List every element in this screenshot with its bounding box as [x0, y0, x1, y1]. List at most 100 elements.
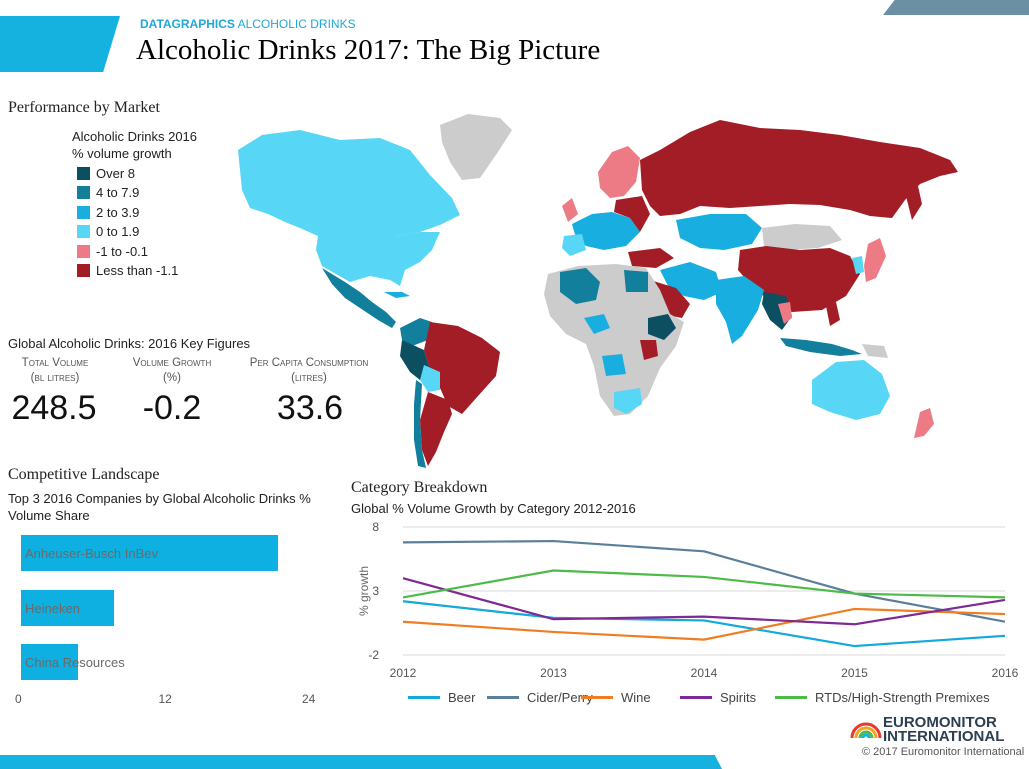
map-kazakhstan — [676, 214, 762, 250]
map-mexico — [322, 268, 396, 328]
line-legend-item: Cider/Perry — [487, 690, 593, 705]
map-bolivia — [420, 365, 440, 392]
map-legend-title-line1: Alcoholic Drinks 2016 — [72, 129, 198, 144]
line-chart-x-tick: 2013 — [540, 666, 567, 680]
company-bar — [21, 535, 279, 571]
competitive-title: Competitive Landscape — [8, 466, 160, 483]
header-supertitle: DATAGRAPHICS ALCOHOLIC DRINKS — [140, 17, 356, 31]
line-chart-y-tick: 8 — [372, 520, 379, 534]
map-kamchatka — [906, 186, 922, 220]
map-legend-label: Over 8 — [96, 165, 136, 181]
map-new-zealand — [914, 408, 934, 438]
map-japan — [864, 238, 886, 282]
map-turkey — [628, 248, 674, 268]
competitive-subtitle: Top 3 2016 Companies by Global Alcoholic… — [8, 491, 311, 523]
line-legend-swatch — [581, 696, 613, 699]
company-bar — [21, 590, 115, 626]
kf-per-capita-label: Per Capita Consumption (litres) — [238, 356, 380, 386]
map-egypt — [624, 270, 648, 292]
bar-axis-tick-label: 24 — [302, 692, 316, 706]
map-section-title: Performance by Market — [8, 99, 160, 116]
map-legend-title-line2: % volume growth — [72, 146, 172, 161]
line-legend-label: Cider/Perry — [527, 690, 593, 705]
map-legend-item: Over 8 — [77, 165, 136, 181]
line-legend-swatch — [680, 696, 712, 699]
map-peru — [400, 340, 430, 380]
line-legend-label: Spirits — [720, 690, 757, 705]
map-png — [862, 344, 888, 358]
line-legend-item: Wine — [581, 690, 651, 705]
map-legend-swatch — [77, 186, 90, 199]
logo-line2: INTERNATIONAL — [883, 728, 1005, 745]
line-chart-y-tick: 3 — [372, 584, 379, 598]
line-series-spirits — [402, 577, 1006, 626]
line-series-cider-perry — [402, 539, 1006, 623]
map-canada — [238, 130, 460, 236]
map-legend-item: 2 to 3.9 — [77, 204, 140, 220]
map-legend-swatch — [77, 166, 90, 180]
copyright: © 2017 Euromonitor International — [862, 746, 1025, 758]
line-legend-label: RTDs/High-Strength Premixes — [815, 690, 990, 705]
kf-volume-growth-value: -0.2 — [142, 389, 202, 427]
category-title: Category Breakdown — [351, 479, 488, 496]
map-north-africa-west — [560, 268, 600, 304]
map-india — [716, 276, 764, 344]
line-legend-label: Wine — [621, 690, 651, 705]
map-legend-title: Alcoholic Drinks 2016 % volume growth — [72, 128, 197, 162]
kf-per-capita-value: 33.6 — [276, 389, 344, 427]
map-colombia — [400, 318, 432, 346]
line-series-wine — [402, 607, 1006, 641]
category-line-chart: -2 3 8 % growth 2012 2013 2014 2015 2016 — [357, 520, 1019, 680]
bar-axis-tick-label: 12 — [158, 692, 172, 706]
map-legend-item: Less than -1.1 — [77, 263, 179, 278]
page-title: Alcoholic Drinks 2017: The Big Picture — [136, 34, 601, 66]
category-subtitle: Global % Volume Growth by Category 2012-… — [351, 501, 636, 516]
world-map — [238, 114, 958, 468]
company-bar-label: Anheuser-Busch InBev — [25, 546, 158, 561]
map-legend-swatch — [77, 244, 90, 258]
map-western-europe — [572, 212, 640, 250]
map-korea — [852, 256, 864, 274]
kf-volume-growth-label-line2: (%) — [163, 372, 181, 384]
map-argentina — [420, 392, 452, 466]
map-scandinavia — [598, 146, 640, 198]
map-legend-label: 2 to 3.9 — [96, 204, 140, 220]
line-series-beer — [402, 600, 1006, 648]
map-legend-label: 4 to 7.9 — [96, 185, 140, 200]
map-legend-label: Less than -1.1 — [96, 263, 179, 278]
line-legend-item: RTDs/High-Strength Premixes — [775, 690, 990, 705]
map-philippines — [826, 302, 840, 326]
map-mongolia — [762, 224, 842, 250]
map-thailand — [778, 302, 792, 324]
line-chart-y-axis-label: % growth — [357, 566, 371, 616]
kf-per-capita-label-line1: Per Capita Consumption — [249, 357, 369, 369]
kf-total-volume-value: 248.5 — [11, 389, 97, 427]
line-legend-item: Spirits — [680, 690, 756, 705]
logo-line1: EUROMONITOR — [883, 714, 997, 731]
line-legend-item: Beer — [408, 690, 475, 705]
map-legend-label: -1 to -0.1 — [96, 243, 149, 259]
header-accent-band — [0, 16, 120, 72]
company-bar — [21, 644, 79, 680]
line-chart-x-tick: 2015 — [841, 666, 868, 680]
map-legend-item: 0 to 1.9 — [77, 224, 140, 239]
header-right-band — [883, 0, 1029, 15]
line-legend-swatch — [408, 696, 440, 699]
bar-axis-tick-label: 0 — [15, 692, 22, 706]
map-legend-label: 0 to 1.9 — [96, 224, 140, 239]
kf-volume-growth-label-line1: Volume Growth — [132, 357, 212, 369]
kf-volume-growth-label: Volume Growth (%) — [122, 356, 222, 386]
line-legend-label: Beer — [448, 690, 476, 705]
euromonitor-logo-text: EUROMONITOR INTERNATIONAL — [883, 714, 1005, 745]
map-greenland — [440, 114, 512, 180]
kf-total-volume-label-line1: Total Volume — [21, 357, 89, 369]
company-bar-label: China Resources — [25, 655, 125, 670]
kf-total-volume-label-line2: (bl litres) — [30, 372, 80, 384]
line-series-rtds-high-strength-premixes — [402, 569, 1006, 599]
line-chart-x-tick: 2016 — [992, 666, 1019, 680]
map-legend-swatch — [77, 205, 90, 219]
map-legend-swatch — [77, 225, 90, 238]
map-legend-swatch — [77, 264, 90, 277]
key-figures-title: Global Alcoholic Drinks: 2016 Key Figure… — [8, 336, 251, 351]
map-ethiopia — [648, 314, 676, 340]
